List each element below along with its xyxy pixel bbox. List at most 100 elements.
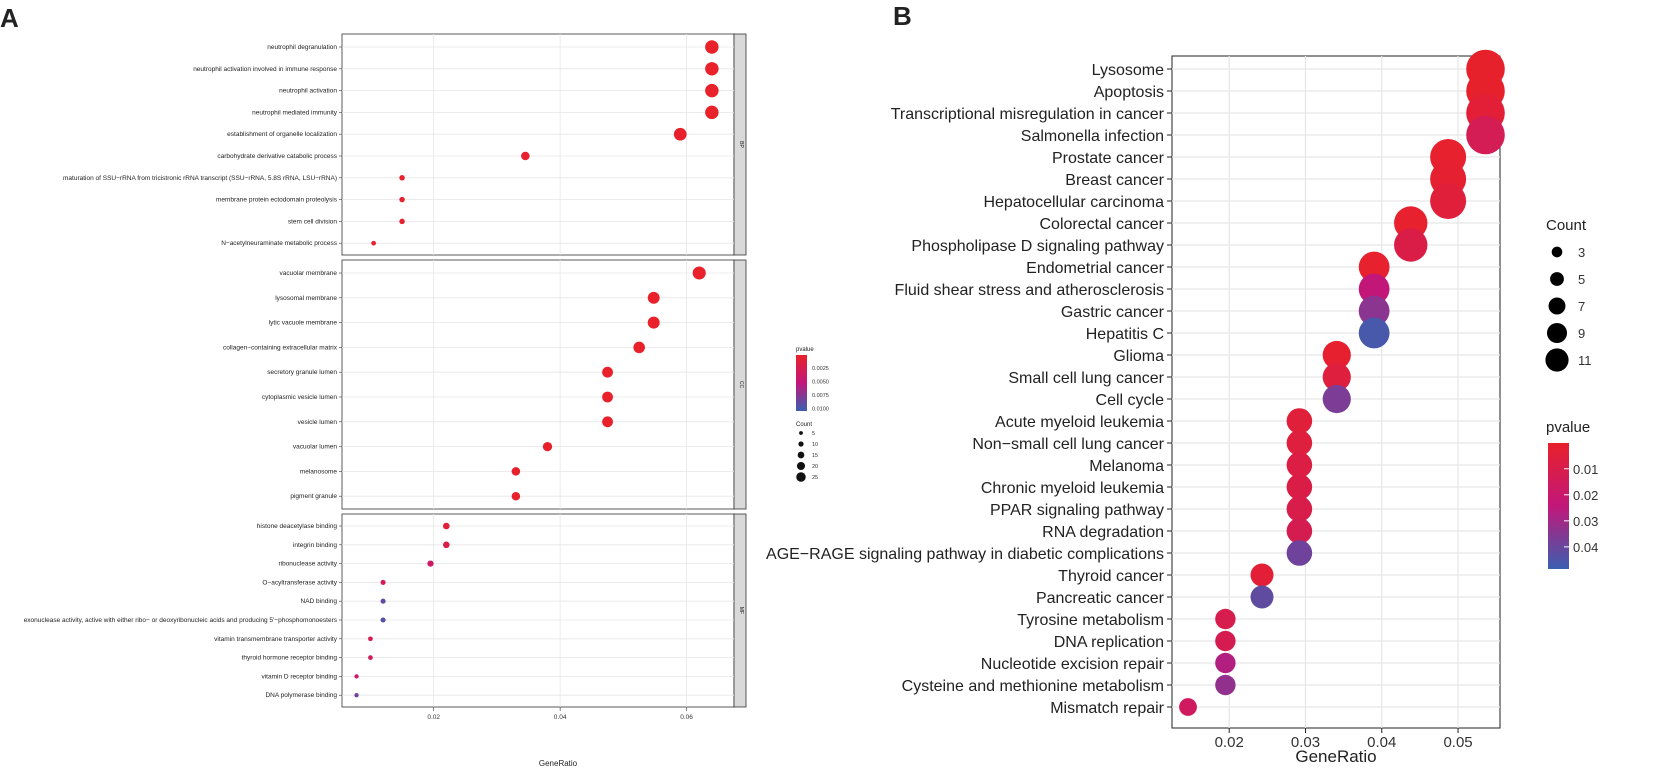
- panel-a-term-label: vacuolar lumen: [293, 444, 337, 451]
- panel-a-facet-bp: BP neutrophil degranulation neutrophil act…: [63, 33, 747, 256]
- panel-a-point: [399, 196, 405, 203]
- panel-b-term-label: Prostate cancer: [1052, 150, 1165, 167]
- panel-a-term-label: neutrophil degranulation: [267, 44, 337, 51]
- panel-a-facets: BP neutrophil degranulation neutrophil act…: [24, 33, 747, 708]
- panel-b-pvalue-tick-label: 0.03: [1573, 514, 1598, 529]
- panel-b-term-label: Apoptosis: [1094, 84, 1164, 101]
- panel-b-term-label: Glioma: [1113, 348, 1164, 365]
- panel-b-term-label: AGE−RAGE signaling pathway in diabetic c…: [766, 546, 1164, 563]
- panel-a-point: [647, 291, 660, 304]
- panel-b-term-label: Thyroid cancer: [1058, 568, 1164, 585]
- panel-b-point: [1322, 340, 1351, 370]
- panel-b-term-labels: Lysosome Apoptosis Transcriptional misregu…: [766, 62, 1172, 717]
- panel-a-x-axis: 0.02 0.04 0.06: [427, 707, 693, 721]
- panel-a-facet-mf: MF histone deacetylase binding integrin bi…: [24, 513, 747, 708]
- panel-a-term-label: NAD binding: [301, 598, 338, 605]
- panel-a-point: [521, 151, 530, 161]
- panel-a-point: [647, 316, 660, 329]
- panel-a-pvalue-legend-title: pvalue: [796, 347, 814, 353]
- panel-a-pvalue-colorbar: [796, 355, 807, 411]
- panel-a-term-label: histone deacetylase binding: [257, 523, 338, 530]
- panel-b-term-label: Hepatocellular carcinoma: [983, 194, 1164, 211]
- panel-b-x-tick-label: 0.04: [1367, 734, 1396, 751]
- panel-a-term-label: carbohydrate derivative catabolic proces…: [217, 153, 337, 160]
- panel-a-point: [602, 366, 613, 378]
- panel-b-pvalue-legend-title: pvalue: [1546, 419, 1590, 436]
- panel-a-letter: A: [0, 3, 19, 33]
- panel-a-facet-strip: [733, 33, 747, 256]
- panel-a-term-label: pigment granule: [290, 493, 337, 500]
- panel-a-term-label: neutrophil mediated immunity: [252, 109, 338, 116]
- panel-b-term-label: Mismatch repair: [1050, 700, 1164, 717]
- panel-a-term-label: vitamin D receptor binding: [261, 673, 337, 680]
- panel-b-count-legend: Count 3 5 7 9 11: [1545, 217, 1592, 372]
- panel-a-facet-strip: [733, 513, 747, 708]
- panel-b-letter: B: [893, 1, 912, 31]
- panel-b-pvalue-tick-label: 0.04: [1573, 540, 1598, 555]
- panel-b-point: [1286, 474, 1313, 500]
- panel-a-term-label: DNA polymerase binding: [265, 692, 337, 699]
- panel-b-point: [1358, 273, 1390, 305]
- panel-b-count-key-label: 9: [1578, 326, 1585, 341]
- panel-b-pvalue-colorbar: [1548, 443, 1569, 569]
- panel-b-point: [1358, 295, 1390, 327]
- panel-b-term-label: PPAR signaling pathway: [990, 502, 1164, 519]
- panel-a-term-label: lytic vacuole membrane: [269, 320, 338, 327]
- panel-a-term-label: ribonuclease activity: [278, 561, 337, 568]
- panel-a-point: [542, 441, 553, 452]
- panel-a-go-dotplot: BP neutrophil degranulation neutrophil act…: [24, 33, 829, 768]
- panel-a-term-label: neutrophil activation: [279, 88, 337, 95]
- panel-b-x-tick-label: 0.02: [1215, 734, 1244, 751]
- panel-b-kegg-dotplot: Lysosome Apoptosis Transcriptional misregu…: [766, 49, 1598, 766]
- panel-a-count-key: [797, 451, 805, 459]
- panel-b-count-key: [1548, 297, 1566, 315]
- panel-a-x-tick-label: 0.04: [554, 714, 567, 721]
- panel-b-point: [1250, 563, 1274, 587]
- panel-a-point: [633, 341, 645, 354]
- panel-b-point: [1286, 540, 1313, 566]
- panel-a-term-label: neutrophil activation involved in immune…: [193, 66, 337, 73]
- panel-a-term-label: collagen−containing extracellular matrix: [223, 344, 338, 351]
- panel-a-point: [399, 218, 405, 225]
- panel-b-point: [1179, 698, 1197, 716]
- panel-a-count-legend: Count 5 10 15 20 25: [796, 422, 818, 482]
- panel-a-facet-frame: [341, 259, 735, 510]
- panel-b-point: [1322, 362, 1351, 392]
- panel-a-term-label: vesicle lumen: [298, 419, 338, 426]
- panel-b-count-key: [1546, 322, 1568, 344]
- panel-b-point: [1322, 384, 1351, 414]
- panel-b-term-label: Transcriptional misregulation in cancer: [891, 106, 1165, 123]
- panel-b-count-key-label: 11: [1578, 353, 1592, 368]
- panel-b-term-label: Cysteine and methionine metabolism: [902, 678, 1164, 695]
- panel-a-term-label: secretory granule lumen: [267, 369, 337, 376]
- panel-a-point: [602, 416, 613, 428]
- panel-a-count-key-label: 10: [812, 442, 818, 448]
- panel-a-facet-strip: [733, 259, 747, 510]
- panel-a-point: [368, 655, 373, 660]
- panel-a-count-key: [796, 472, 806, 482]
- panel-a-term-label: integrin binding: [293, 542, 337, 549]
- panel-b-term-label: Small cell lung cancer: [1008, 370, 1164, 387]
- panel-b-count-key: [1550, 272, 1564, 286]
- panel-a-point: [427, 560, 434, 567]
- panel-a-count-key: [796, 461, 806, 471]
- panel-a-point: [602, 391, 613, 403]
- panel-b-point: [1250, 585, 1274, 609]
- panel-a-facet-strip-label: CC: [738, 381, 744, 389]
- panel-a-facet-frame: [341, 33, 735, 256]
- panel-b-term-label: Chronic myeloid leukemia: [981, 480, 1164, 497]
- panel-b-point: [1430, 183, 1467, 219]
- panel-a-point: [368, 636, 373, 642]
- panel-b-x-axis-title: GeneRatio: [1295, 747, 1376, 766]
- panel-a-pvalue-tick-label: 0.0050: [812, 379, 829, 385]
- panel-a-term-label: N−acetylneuraminate metabolic process: [221, 240, 338, 247]
- panel-a-term-label: melanosome: [300, 468, 338, 475]
- panel-b-point: [1286, 518, 1313, 544]
- panel-b-count-key: [1551, 246, 1563, 258]
- panel-a-point: [511, 467, 521, 476]
- panel-a-point: [511, 491, 521, 501]
- panel-a-point: [443, 522, 450, 530]
- panel-a-x-tick-label: 0.02: [427, 714, 440, 721]
- panel-b-x-tick-label: 0.05: [1443, 734, 1472, 751]
- panel-b-point: [1358, 317, 1390, 349]
